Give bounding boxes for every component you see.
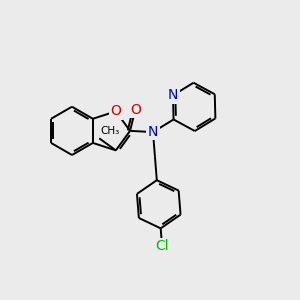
Text: O: O [110, 104, 121, 118]
Text: Cl: Cl [155, 239, 169, 254]
Text: N: N [168, 88, 178, 102]
Text: O: O [130, 103, 141, 117]
Text: CH₃: CH₃ [101, 126, 120, 136]
Text: N: N [148, 125, 158, 139]
